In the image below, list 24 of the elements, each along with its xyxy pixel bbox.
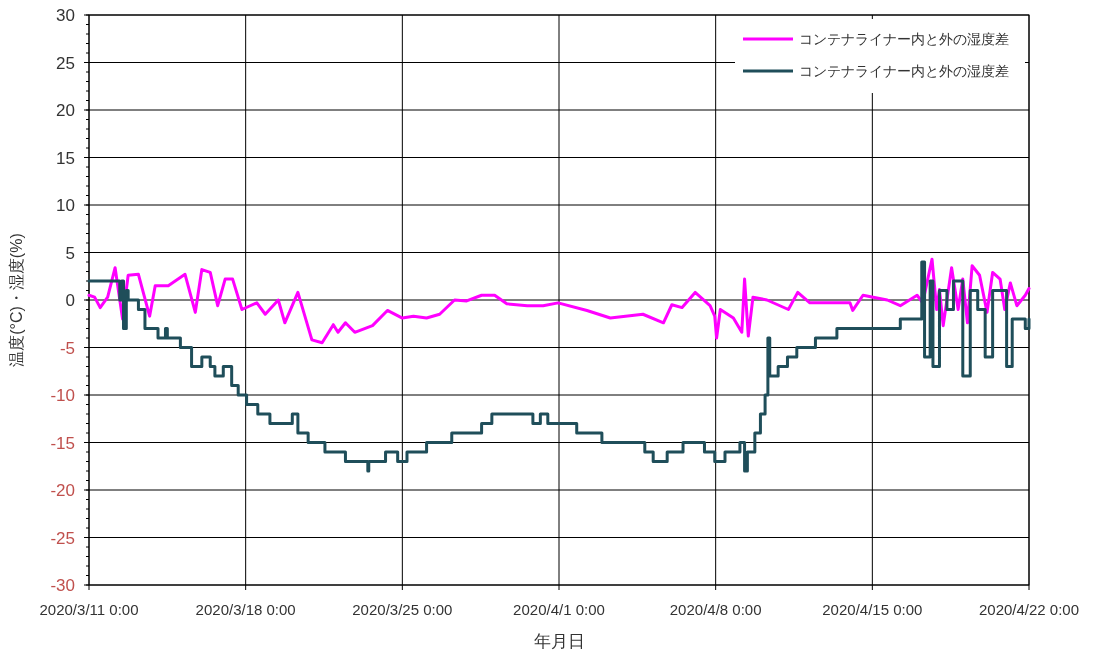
y-tick-label: 30 (56, 6, 75, 25)
y-tick-label: -10 (50, 386, 75, 405)
x-tick-label: 2020/4/15 0:00 (822, 601, 923, 618)
y-tick-label: 10 (56, 196, 75, 215)
y-tick-label: 20 (56, 101, 75, 120)
y-tick-label: -5 (59, 338, 75, 358)
legend-label: コンテナライナー内と外の湿度差 (799, 63, 1009, 79)
x-axis-title: 年月日 (533, 632, 585, 651)
legend-label: コンテナライナー内と外の湿度差 (799, 31, 1009, 47)
y-tick-label: -20 (50, 481, 75, 500)
x-tick-label: 2020/4/22 0:00 (978, 601, 1080, 618)
y-tick-label: -30 (50, 576, 75, 595)
y-tick-label: 15 (56, 148, 75, 168)
y-tick-label: 0 (65, 291, 75, 310)
y-tick-label: 5 (65, 243, 75, 263)
y-tick-label: 25 (56, 53, 75, 73)
y-tick-label: -25 (50, 528, 75, 548)
x-tick-label: 2020/3/18 0:00 (195, 601, 296, 618)
y-tick-label: -15 (50, 433, 75, 453)
x-tick-label: 2020/3/11 0:00 (39, 601, 139, 618)
y-axis-title: 温度(°C)・湿度(%) (8, 233, 25, 367)
x-tick-label: 2020/4/1 0:00 (513, 601, 605, 618)
x-tick-label: 2020/4/8 0:00 (669, 601, 762, 618)
x-tick-label: 2020/3/25 0:00 (352, 601, 453, 618)
